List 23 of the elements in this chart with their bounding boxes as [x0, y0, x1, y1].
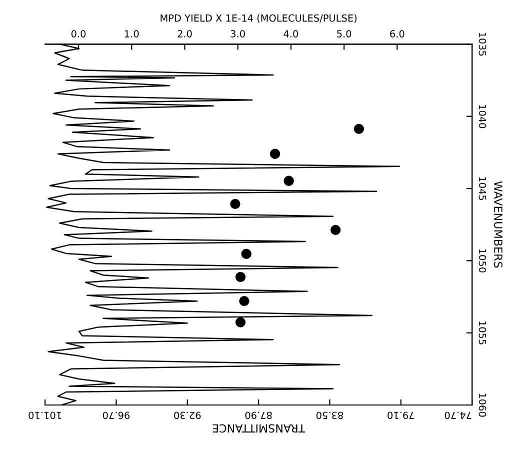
y-tick-label: 1045 [478, 177, 486, 200]
x2-tick-label: 2.0 [178, 30, 192, 38]
y-tick-label: 1060 [478, 394, 486, 417]
x-tick-label: 74.70 [444, 412, 472, 420]
x2-axis-title: MPD YIELD X 1E-14 (MOLECULES/PULSE) [160, 14, 357, 23]
x2-tick-label: 4.0 [284, 30, 298, 38]
y-tick-label: 1050 [478, 249, 486, 272]
x-tick-label: 96.70 [102, 412, 130, 420]
y-axis-title: WAVENUMBERS [494, 181, 502, 268]
x-tick-label: 92.30 [174, 412, 201, 420]
y-tick-label: 1035 [478, 32, 486, 56]
x2-tick-label: 3.0 [230, 30, 245, 38]
x2-tick-label: 0.0 [71, 30, 86, 38]
x-tick-label: 101.10 [28, 412, 61, 420]
x2-tick-label: 6.0 [390, 30, 404, 38]
x-axis-title: TRANSMITTANCE [212, 424, 306, 433]
x-tick-label: 83.50 [316, 412, 343, 420]
x2-tick-label: 5.0 [337, 30, 352, 38]
y-tick-label: 1055 [478, 322, 486, 344]
x-tick-label: 79.10 [388, 412, 414, 420]
x2-tick-label: 1.0 [124, 30, 139, 38]
x-tick-label: 87.90 [245, 412, 272, 420]
y-tick-label: 1040 [478, 105, 486, 128]
